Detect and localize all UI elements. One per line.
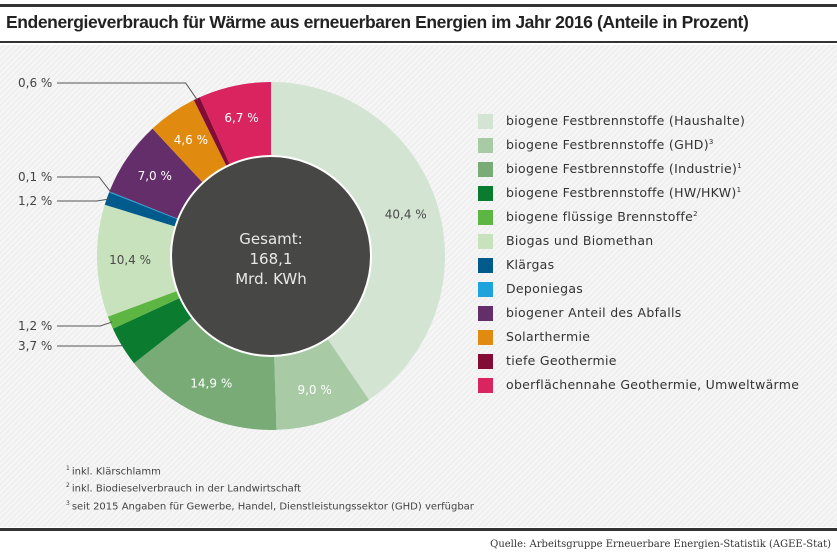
source-note: Quelle: Arbeitsgruppe Erneuerbare Energi… bbox=[490, 539, 831, 550]
bottom-rule bbox=[0, 528, 837, 531]
legend-swatch bbox=[478, 210, 493, 225]
chart-title: Endenergieverbrauch für Wärme aus erneue… bbox=[6, 12, 749, 32]
legend-label: Solarthermie bbox=[506, 329, 591, 344]
legend-label: biogener Anteil des Abfalls bbox=[506, 305, 682, 320]
slice-value-label: 40,4 % bbox=[385, 207, 427, 221]
legend-swatch bbox=[478, 114, 493, 129]
title-rule bbox=[0, 41, 837, 43]
legend-label: Biogas und Biomethan bbox=[506, 233, 654, 248]
legend-label: biogene Festbrennstoffe (HW/HKW)1 bbox=[506, 185, 742, 200]
callout-value-label: 0,6 % bbox=[18, 76, 52, 90]
legend-swatch bbox=[478, 186, 493, 201]
footnote: 3 seit 2015 Angaben für Gewerbe, Handel, … bbox=[66, 499, 474, 512]
top-rule bbox=[0, 4, 837, 7]
legend-swatch bbox=[478, 258, 493, 273]
callout-line bbox=[57, 321, 113, 327]
legend-label: biogene Festbrennstoffe (Industrie)1 bbox=[506, 161, 742, 176]
legend-label: Deponiegas bbox=[506, 281, 584, 296]
legend-label: biogene Festbrennstoffe (GHD)3 bbox=[506, 137, 714, 152]
slice-value-label: 14,9 % bbox=[190, 377, 232, 391]
center-label-total: 168,1 bbox=[250, 250, 293, 268]
legend-swatch bbox=[478, 234, 493, 249]
center-circle bbox=[170, 155, 372, 357]
callout-value-label: 1,2 % bbox=[18, 319, 52, 333]
slice-value-label: 4,6 % bbox=[174, 133, 208, 147]
callout-line bbox=[57, 176, 112, 193]
legend-swatch bbox=[478, 162, 493, 177]
callout-line bbox=[57, 198, 109, 202]
slice-value-label: 6,7 % bbox=[224, 111, 258, 125]
legend-label: tiefe Geothermie bbox=[506, 353, 617, 368]
legend-swatch bbox=[478, 354, 493, 369]
legend-swatch bbox=[478, 138, 493, 153]
legend-swatch bbox=[478, 378, 493, 393]
slice-labels: 40,4 % 9,0 % 14,9 % 10,4 % 7,0 % 4,6 % 6,7 % bbox=[109, 111, 427, 397]
footnote: 2 inkl. Biodieselverbrauch in der Landwir… bbox=[66, 482, 302, 495]
center-label-line-1: Gesamt: bbox=[239, 230, 302, 248]
center-label-unit: Mrd. KWh bbox=[235, 270, 307, 288]
legend-swatch bbox=[478, 330, 493, 345]
callout-value-label: 3,7 % bbox=[18, 339, 52, 353]
legend-label: biogene Festbrennstoffe (Haushalte) bbox=[506, 113, 746, 128]
legend-label: Klärgas bbox=[506, 257, 555, 272]
legend-label: oberflächennahe Geothermie, Umweltwärme bbox=[506, 377, 800, 392]
slice-value-label: 9,0 % bbox=[297, 383, 331, 397]
slice-value-label: 10,4 % bbox=[109, 253, 151, 267]
callout-lines: 3,7 % 1,2 % 1,2 % 0,1 % 0,6 % bbox=[18, 76, 199, 353]
legend-swatch bbox=[478, 306, 493, 321]
callout-value-label: 1,2 % bbox=[18, 194, 52, 208]
legend-swatch bbox=[478, 282, 493, 297]
slice-value-label: 7,0 % bbox=[138, 169, 172, 183]
callout-value-label: 0,1 % bbox=[18, 170, 52, 184]
callout-line bbox=[57, 82, 199, 101]
footnotes: 1 inkl. Klärschlamm 2 inkl. Biodieselverbra… bbox=[66, 462, 474, 514]
legend-label: biogene flüssige Brennstoffe2 bbox=[506, 209, 698, 224]
footnote: 1 inkl. Klärschlamm bbox=[66, 465, 161, 478]
